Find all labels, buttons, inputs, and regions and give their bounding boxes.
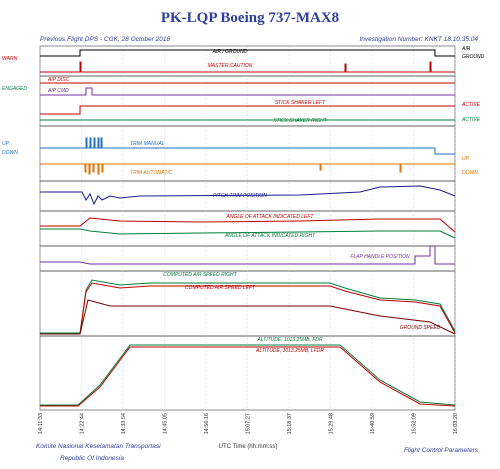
trace-label: A/P DISC <box>47 77 70 83</box>
trace-label: COMPUTED AIR SPEED LEFT <box>185 285 256 291</box>
trace-label: A/P CMD <box>47 88 69 94</box>
left-label: DOWN <box>2 150 18 156</box>
time-tick-label: 14:33:54 <box>121 413 127 434</box>
trace-label: STICK SHAKER RIGHT <box>273 118 328 124</box>
left-label: WARN <box>2 56 18 62</box>
investigation: Investigation Number: KNKT 18.10.35.04 <box>359 36 478 43</box>
left-label: ENGAGED <box>2 86 27 92</box>
trace-label: COMPUTED AIR SPEED RIGHT <box>163 272 237 278</box>
right-label: ACTIVE <box>461 102 481 108</box>
time-tick-label: 15:52:09 <box>412 413 418 434</box>
trace-label: GROUND SPEED <box>400 325 441 331</box>
right-label: ACTIVE <box>461 117 481 123</box>
time-grid <box>39 46 456 410</box>
side-labels: WARN ENGAGED UP DOWN AIR GROUND ACTIVE ACTIVE UP… <box>2 46 485 176</box>
trace-label: STICK SHAKER LEFT <box>275 100 326 106</box>
trace-label: PITCH TRIM POSITION <box>213 193 267 199</box>
time-tick-label: 15:29:48 <box>329 413 335 434</box>
title: PK-LQP Boeing 737-MAX8 <box>161 10 339 26</box>
trace-label: FLAP HANDLE POSITION <box>350 254 410 260</box>
flight: Previous Flight DPS - CGK, 28 October 20… <box>40 36 170 43</box>
left-label: UP <box>2 141 10 147</box>
time-ticks: 14:11:33 14:22:44 14:33:54 14:45:05 14:56:16… <box>38 413 459 434</box>
time-tick-label: 15:07:27 <box>246 413 252 434</box>
right-label: GROUND <box>462 54 485 60</box>
right-label: UP <box>462 156 470 162</box>
time-tick-label: 14:11:33 <box>38 413 44 434</box>
traces <box>40 49 456 407</box>
footer-section: Flight Control Parameters <box>404 447 479 454</box>
trace-label: ALTITUDE, 1013.25MB, FDR <box>256 337 323 343</box>
time-tick-label: 14:22:44 <box>80 413 86 434</box>
time-tick-label: 15:40:59 <box>370 413 376 434</box>
time-tick-label: 14:56:16 <box>204 413 210 434</box>
time-tick-label: 15:18:37 <box>287 413 293 434</box>
trace-labels: AIR / GROUND MASTER CAUTION A/P DISC A/P CM… <box>47 49 441 354</box>
trace-label: ANGLE OF ATTACK INDICATED RIGHT <box>224 233 316 239</box>
x-label: UTC Time (hh:mm:ss) <box>219 444 278 450</box>
footer-country: Republic Of Indonesia <box>60 455 124 462</box>
time-tick-label: 16:03:20 <box>453 413 459 434</box>
trace-label: TRIM AUTOMATIC <box>130 170 173 176</box>
trace-label: ANGLE OF ATTACK INDICATED LEFT <box>226 214 315 220</box>
trace-label: ALTITUDE, 1013.25MB, LFDR <box>255 348 324 354</box>
right-label: AIR <box>461 46 471 52</box>
right-label: DOWN <box>462 170 478 176</box>
footer-org: Komite Nasional Keselamatan Transportasi <box>36 443 161 450</box>
trace-label: MASTER CAUTION <box>208 63 253 69</box>
trace-label: TRIM MANUAL <box>130 141 165 147</box>
time-tick-label: 14:45:05 <box>163 413 169 434</box>
trace-label: AIR / GROUND <box>212 49 248 55</box>
